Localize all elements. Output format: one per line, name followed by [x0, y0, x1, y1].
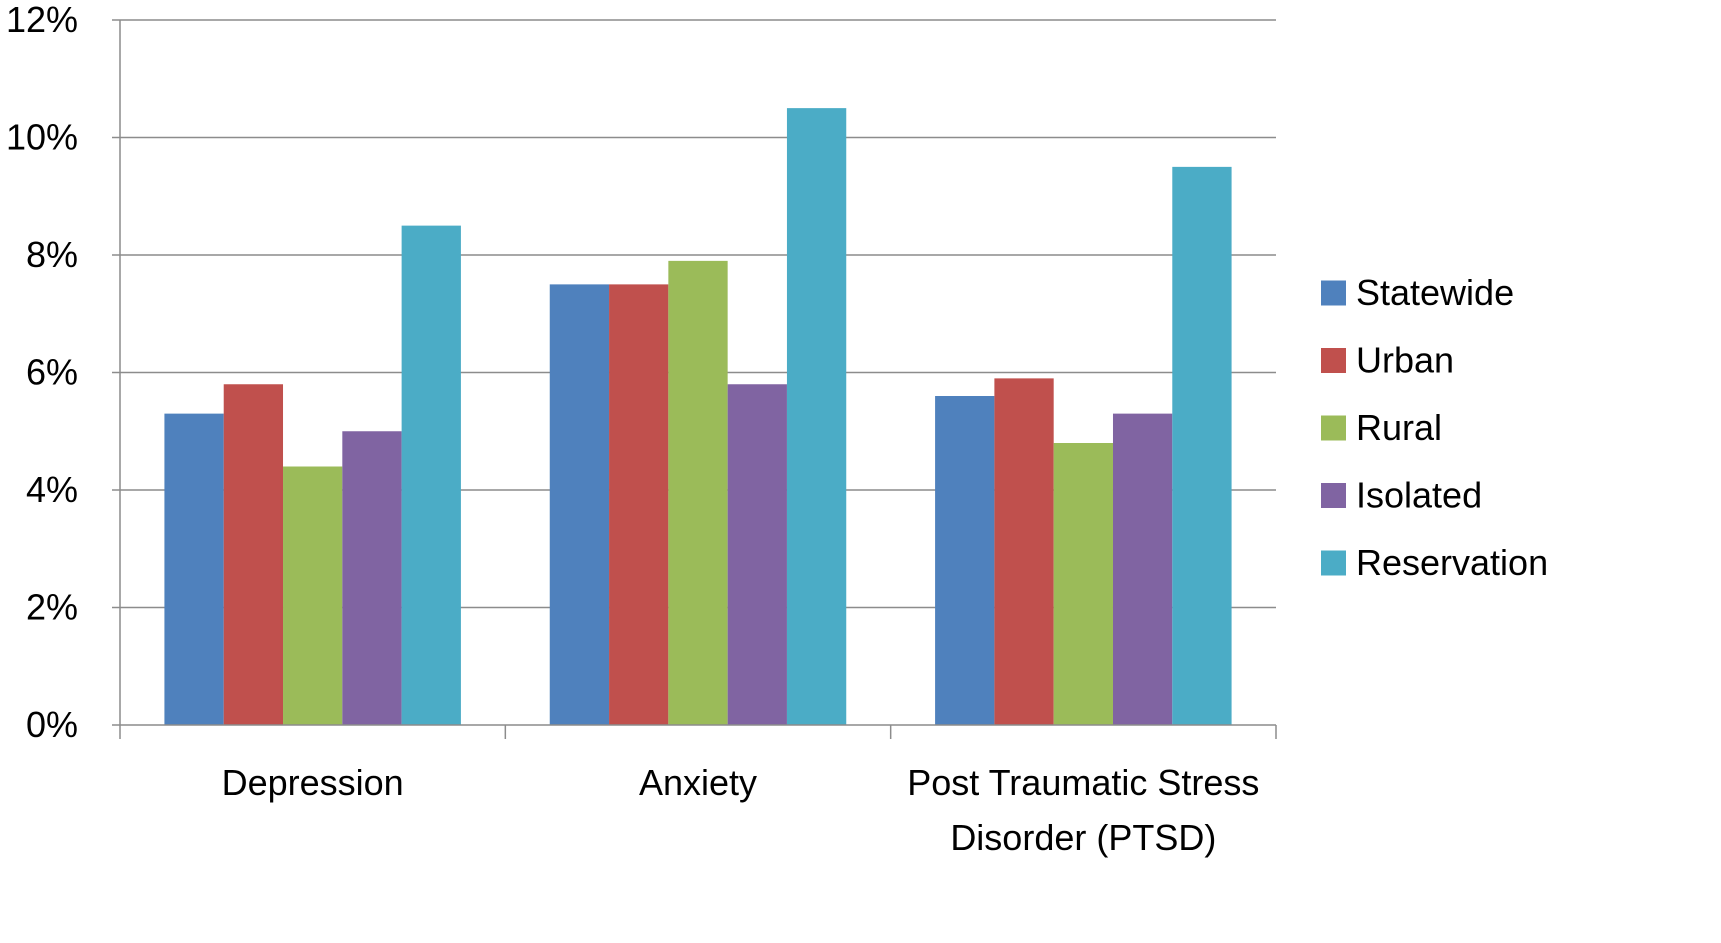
legend-label: Isolated [1356, 475, 1482, 516]
legend-label: Reservation [1356, 542, 1548, 583]
bar-rural [1053, 443, 1113, 725]
bar-urban [223, 384, 284, 725]
bar-statewide [164, 413, 224, 725]
legend-label: Statewide [1356, 272, 1514, 313]
y-tick-label: 0% [26, 704, 78, 745]
legend-label: Rural [1356, 407, 1442, 448]
legend-swatch-statewide [1321, 280, 1346, 306]
bar-reservation [401, 225, 461, 725]
bar-rural [668, 260, 728, 725]
y-tick-label: 8% [26, 234, 78, 275]
legend-swatch-isolated [1321, 483, 1346, 508]
x-axis-category-labels: Depression Anxiety Post Traumatic Stress Di… [222, 762, 1260, 858]
x-category-label-line: Depression [222, 762, 404, 803]
y-tick-label: 12% [6, 0, 78, 40]
x-category-label: Post Traumatic Stress Disorder (PTSD) [907, 762, 1259, 858]
bars [164, 108, 1232, 725]
y-tick-label: 10% [6, 117, 78, 158]
y-axis-tick-labels: 0% 2% 4% 6% 8% 10% 12% [6, 0, 78, 745]
x-category-label-line: Anxiety [639, 762, 757, 803]
x-category-label: Anxiety [639, 762, 757, 803]
legend-swatch-rural [1321, 415, 1346, 441]
bar-statewide [935, 396, 995, 725]
bar-statewide [549, 284, 610, 725]
x-category-label: Depression [222, 762, 404, 803]
bar-reservation [1172, 166, 1232, 725]
legend: Statewide Urban Rural Isolated Reservation [1321, 272, 1548, 583]
legend-swatch-reservation [1321, 550, 1346, 576]
legend-label: Urban [1356, 340, 1454, 381]
bar-isolated [1112, 413, 1173, 725]
axes [112, 19, 1277, 739]
bar-isolated [727, 384, 787, 725]
bar-rural [283, 466, 343, 725]
bar-urban [994, 378, 1054, 725]
bar-reservation [786, 108, 847, 725]
bar-urban [609, 284, 669, 725]
bar-isolated [342, 431, 402, 725]
y-tick-label: 4% [26, 469, 78, 510]
x-category-label-line: Post Traumatic Stress [907, 762, 1259, 803]
y-tick-label: 6% [26, 352, 78, 393]
x-category-label-line: Disorder (PTSD) [950, 817, 1216, 858]
y-tick-label: 2% [26, 587, 78, 628]
legend-swatch-urban [1321, 348, 1346, 373]
